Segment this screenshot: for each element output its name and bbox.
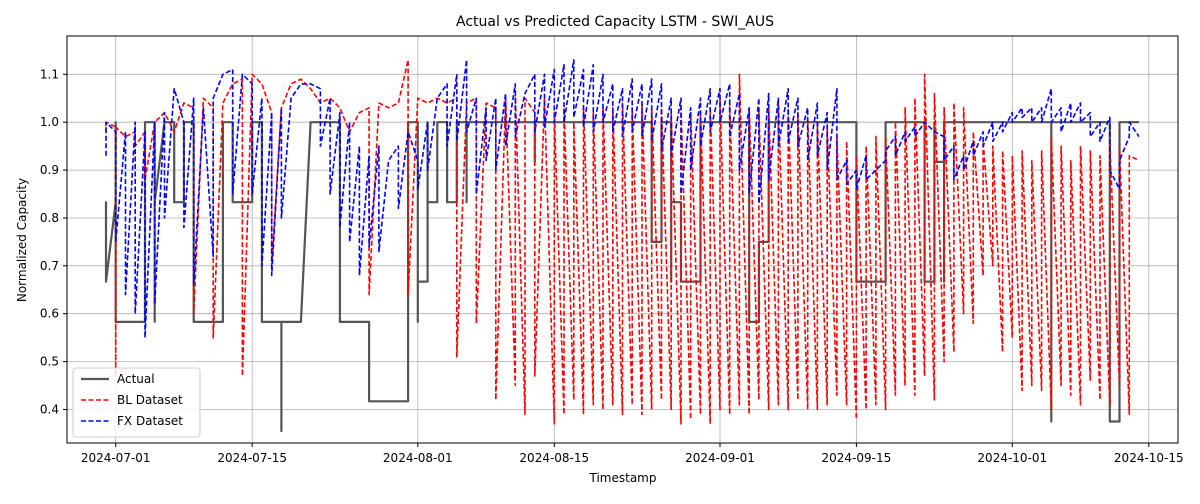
y-tick-label: 1.0 xyxy=(40,115,59,129)
legend: Actual BL Dataset FX Dataset xyxy=(72,367,201,438)
x-tick-label: 2024-10-15 xyxy=(1114,451,1184,465)
y-tick-label: 0.8 xyxy=(40,211,59,225)
chart-title: Actual vs Predicted Capacity LSTM - SWI_… xyxy=(456,14,774,30)
legend-label: BL Dataset xyxy=(117,393,183,407)
y-tick-label: 0.7 xyxy=(40,259,59,273)
x-tick-label: 2024-09-01 xyxy=(685,451,755,465)
y-tick-label: 0.5 xyxy=(40,355,59,369)
legend-label: FX Dataset xyxy=(117,414,183,428)
legend-box xyxy=(72,367,201,438)
y-tick-label: 0.6 xyxy=(40,307,59,321)
series-line-fx-dataset xyxy=(105,59,1140,339)
series-line-bl-dataset xyxy=(105,59,1140,425)
x-tick-label: 2024-10-01 xyxy=(977,451,1047,465)
x-tick-label: 2024-09-15 xyxy=(822,451,892,465)
axis-ticks: 0.4 0.5 0.6 0.7 0.8 0.9 1.0 1.1 2024-07-01 2024-0… xyxy=(40,67,1184,465)
y-tick-label: 1.1 xyxy=(40,67,59,81)
plot-area-frame xyxy=(66,35,1179,444)
x-tick-label: 2024-07-15 xyxy=(217,451,287,465)
y-tick-label: 0.4 xyxy=(40,402,59,416)
x-tick-label: 2024-08-15 xyxy=(519,451,589,465)
series-lines xyxy=(104,59,1140,433)
legend-label: Actual xyxy=(117,372,155,386)
y-axis-label: Normalized Capacity xyxy=(15,178,29,302)
x-tick-label: 2024-07-01 xyxy=(81,451,151,465)
x-tick-label: 2024-08-01 xyxy=(383,451,453,465)
series-line-actual xyxy=(104,121,1139,433)
x-axis-label: Timestamp xyxy=(589,471,657,485)
y-tick-label: 0.9 xyxy=(40,163,59,177)
